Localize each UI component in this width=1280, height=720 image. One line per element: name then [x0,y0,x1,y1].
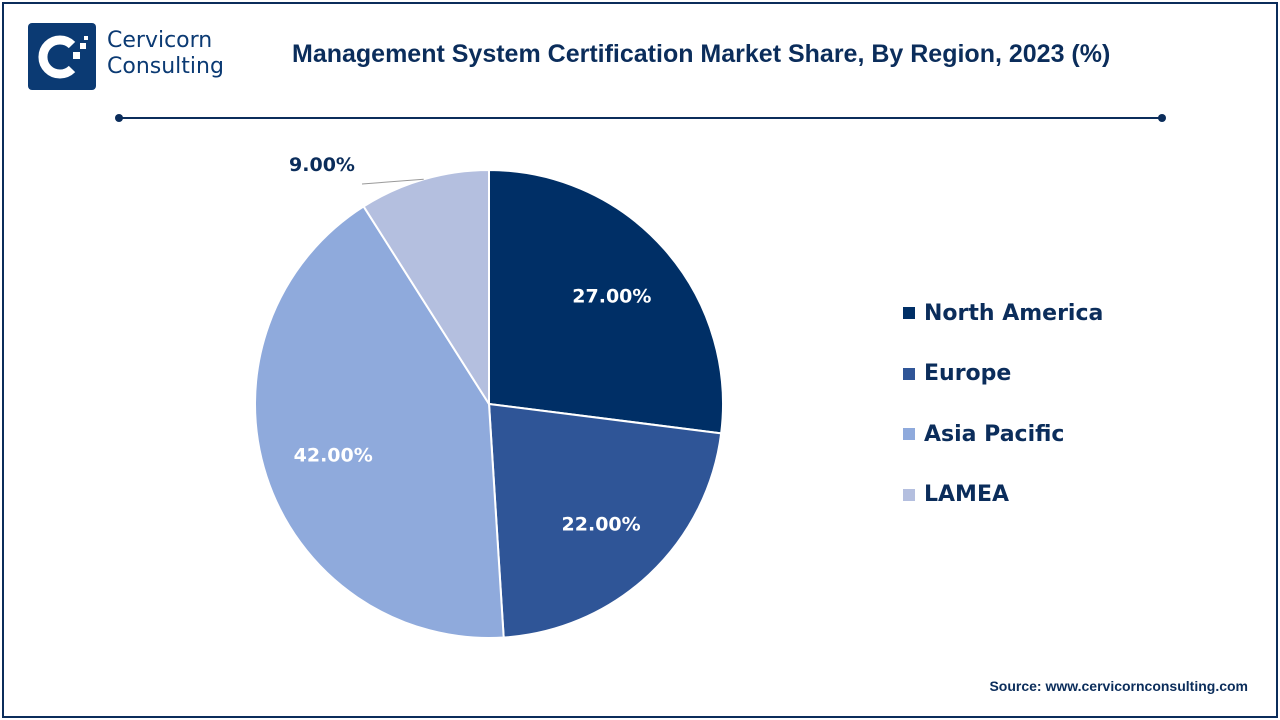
data-label: 22.00% [562,513,641,535]
legend-swatch [903,428,915,440]
legend-item-europe: Europe [903,359,1103,389]
legend-swatch [903,307,915,319]
divider-dot-right [1158,114,1166,122]
legend-item-lamea: LAMEA [903,480,1103,510]
legend-swatch [903,367,915,380]
pie-slice-north-america [488,168,724,435]
pie-slice-lamea [362,168,490,408]
divider-dot-left [115,114,123,122]
legend-label: Europe [924,361,1012,386]
data-label: 42.00% [294,445,373,467]
brand-line1: Cervicorn [107,28,213,53]
legend-label: LAMEA [924,482,1009,507]
brand-name: Cervicorn Consulting [107,28,224,80]
source-note: Source: www.cervicornconsulting.com [989,678,1248,694]
cervicorn-logo-icon [28,23,96,90]
legend: North America Europe Asia Pacific LAMEA [903,298,1103,540]
title-divider [119,117,1162,119]
leader-line [361,178,424,185]
data-label: 9.00% [289,154,355,176]
chart-title: Management System Certification Market S… [292,40,1111,68]
legend-item-asia-pacific: Asia Pacific [903,419,1103,449]
legend-swatch [903,488,915,501]
brand-line2: Consulting [107,54,224,79]
pie-slice-europe [487,402,723,639]
legend-item-north-america: North America [903,298,1103,328]
legend-label: North America [924,300,1104,326]
pie-slice-asia-pacific [254,205,505,639]
data-label: 27.00% [572,286,651,308]
legend-label: Asia Pacific [924,421,1065,447]
